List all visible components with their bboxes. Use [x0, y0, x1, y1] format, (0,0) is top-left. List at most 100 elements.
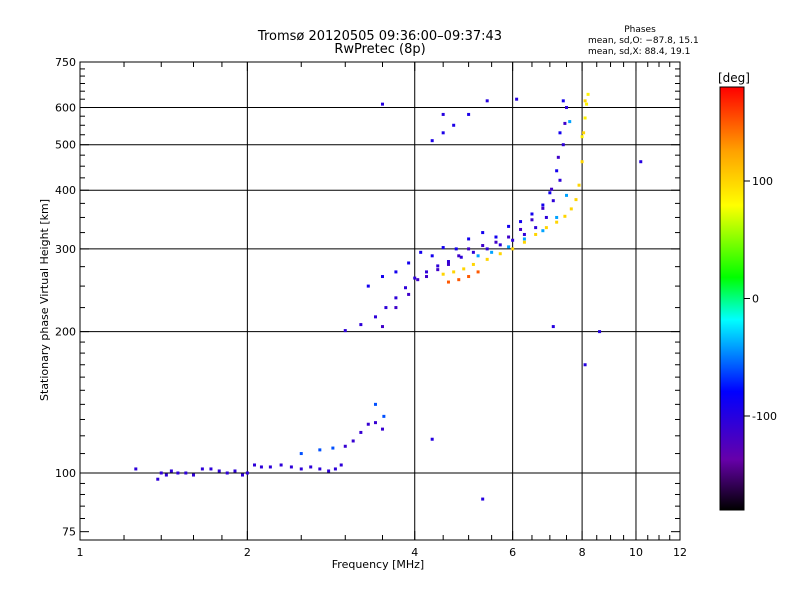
- data-point: [169, 469, 173, 473]
- data-point: [425, 270, 429, 274]
- data-point: [555, 215, 559, 219]
- data-point: [394, 306, 398, 310]
- data-point: [563, 121, 567, 125]
- data-point: [430, 254, 434, 258]
- data-point: [515, 97, 519, 101]
- data-point: [467, 247, 471, 251]
- data-point: [476, 270, 480, 274]
- data-point: [446, 280, 450, 284]
- data-point: [191, 473, 195, 477]
- data-point: [598, 330, 602, 334]
- data-point: [577, 183, 581, 187]
- data-point: [481, 497, 485, 501]
- data-point: [176, 471, 180, 475]
- data-point: [551, 199, 555, 203]
- stats-header: Phases: [624, 25, 656, 35]
- data-point: [498, 243, 502, 247]
- data-point: [574, 198, 578, 202]
- data-point: [522, 232, 526, 236]
- data-point: [373, 421, 377, 425]
- chart-subtitle: RwPretec (8p): [334, 42, 425, 57]
- data-point: [430, 139, 434, 143]
- data-point: [164, 473, 168, 477]
- data-point: [541, 229, 545, 233]
- data-point: [373, 402, 377, 406]
- data-point: [459, 255, 463, 259]
- data-point: [299, 452, 303, 456]
- x-axis-label: Frequency [MHz]: [332, 558, 424, 571]
- data-point: [583, 363, 587, 367]
- data-point: [343, 444, 347, 448]
- data-point: [416, 278, 420, 282]
- data-point: [309, 465, 313, 469]
- data-point: [441, 112, 445, 116]
- data-point: [225, 471, 229, 475]
- data-point: [240, 473, 244, 477]
- data-point: [413, 276, 417, 280]
- data-point: [259, 465, 263, 469]
- data-point: [556, 155, 560, 159]
- data-point: [544, 215, 548, 219]
- data-point: [384, 306, 388, 310]
- data-point: [279, 463, 283, 467]
- data-point: [585, 102, 589, 106]
- y-tick-label: 300: [55, 243, 76, 256]
- data-point: [268, 465, 272, 469]
- stats-line-o: mean, sd,O: −87.8, 15.1: [588, 36, 699, 46]
- data-point: [156, 477, 160, 481]
- x-tick-label: 10: [629, 546, 643, 559]
- y-tick-label: 400: [55, 184, 76, 197]
- data-point: [507, 235, 511, 239]
- data-point: [467, 275, 471, 279]
- data-point: [565, 193, 569, 197]
- x-tick-label: 1: [77, 546, 84, 559]
- data-point: [452, 270, 456, 274]
- data-point: [548, 191, 552, 195]
- data-point: [159, 471, 163, 475]
- data-point: [494, 240, 498, 244]
- data-point: [245, 471, 249, 475]
- data-point: [366, 284, 370, 288]
- data-point: [351, 439, 355, 443]
- data-point: [380, 427, 384, 431]
- stats-line-x: mean, sd,X: 88.4, 19.1: [588, 47, 690, 57]
- data-point: [446, 262, 450, 266]
- data-point: [299, 467, 303, 471]
- data-point: [380, 102, 384, 106]
- data-point: [394, 296, 398, 300]
- data-point: [359, 430, 363, 434]
- colorbar: [719, 86, 745, 511]
- data-point: [318, 467, 322, 471]
- data-point: [380, 325, 384, 329]
- data-point: [490, 250, 494, 254]
- data-point: [639, 160, 643, 164]
- x-tick-label: 2: [244, 546, 251, 559]
- data-point: [507, 224, 511, 228]
- y-tick-label: 600: [55, 102, 76, 115]
- data-point: [467, 237, 471, 241]
- colorbar-tick-label: 0: [752, 293, 759, 306]
- data-point: [569, 207, 573, 211]
- data-point: [452, 123, 456, 127]
- data-point: [217, 469, 221, 473]
- data-point: [467, 112, 471, 116]
- data-point: [476, 254, 480, 258]
- data-point: [471, 250, 475, 254]
- x-tick-label: 6: [509, 546, 516, 559]
- data-point: [519, 227, 523, 231]
- data-point: [580, 135, 584, 139]
- data-point: [382, 414, 386, 418]
- data-point: [394, 270, 398, 274]
- data-point: [551, 325, 555, 329]
- data-point: [519, 220, 523, 224]
- x-tick-label: 12: [673, 546, 687, 559]
- data-point: [558, 131, 562, 135]
- data-point: [544, 226, 548, 230]
- data-point: [343, 329, 347, 333]
- data-points: [134, 92, 643, 501]
- data-point: [436, 268, 440, 272]
- grid-lines: [80, 62, 680, 540]
- data-point: [184, 471, 188, 475]
